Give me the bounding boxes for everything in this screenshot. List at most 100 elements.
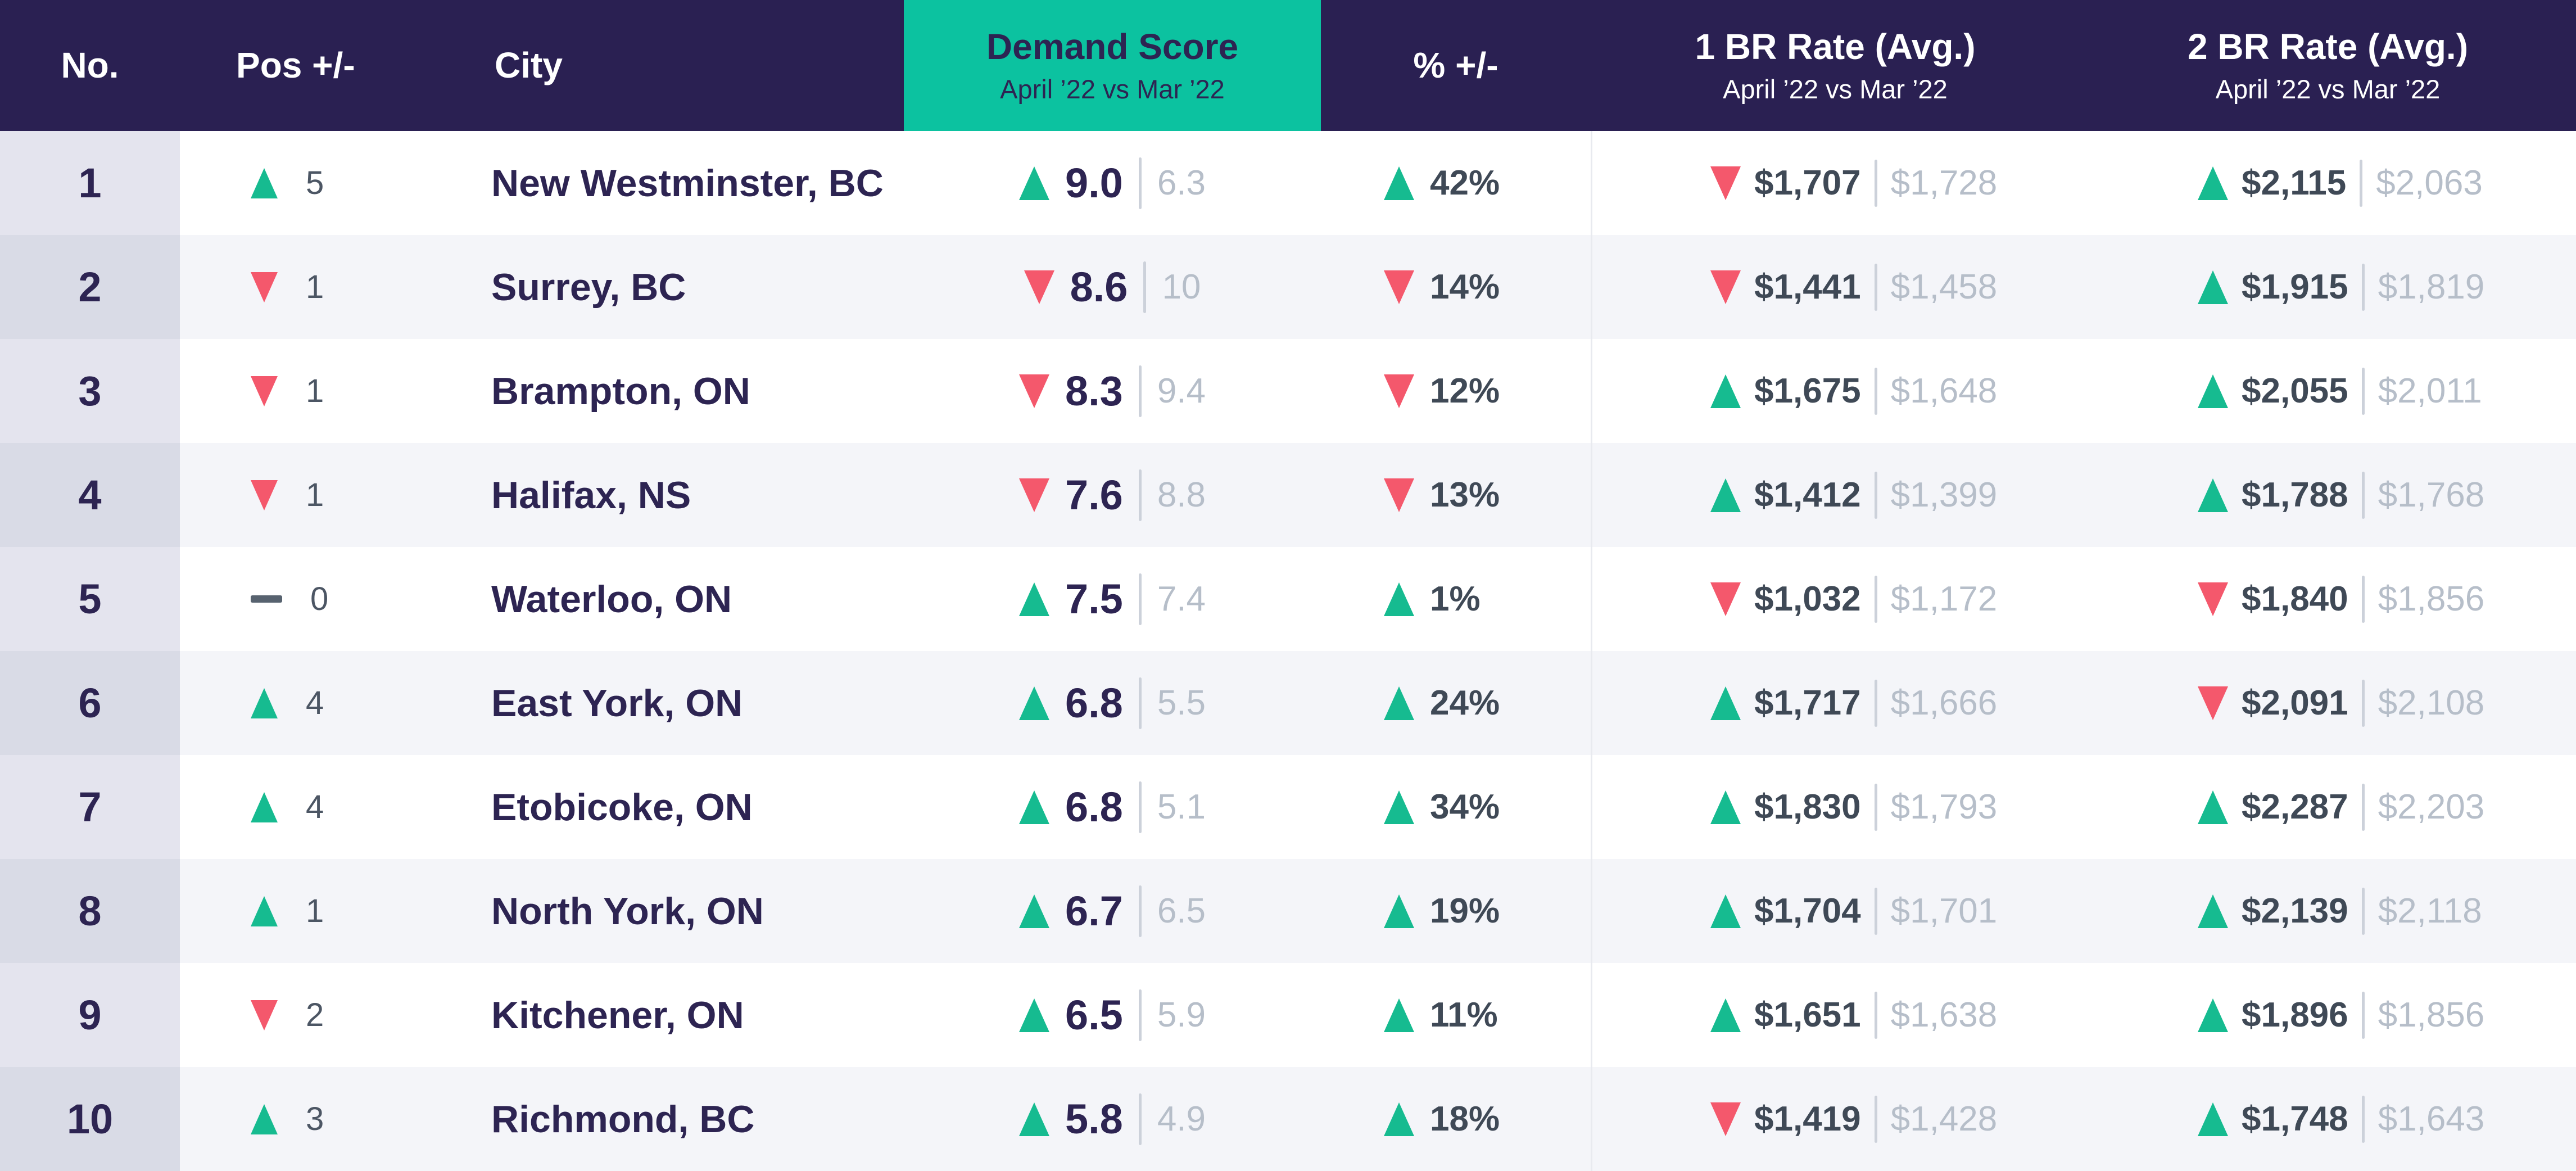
column-header-no: No. (0, 0, 180, 131)
pct-change-value: 42% (1430, 164, 1500, 202)
1br-rate-previous: $1,399 (1890, 476, 1998, 514)
rank-number: 5 (78, 576, 102, 622)
1br-change-icon (1710, 998, 1741, 1032)
city-name: East York, ON (491, 681, 743, 725)
2br-rate-previous: $2,203 (2378, 788, 2485, 826)
score-change-icon (1018, 790, 1049, 824)
demand-score-cell: 7.6 8.8 (904, 443, 1321, 547)
demand-score-cell: 6.7 6.5 (904, 859, 1321, 963)
pos-change-cell: 1 (180, 339, 489, 443)
column-header-label: No. (61, 44, 119, 85)
1br-rate-current: $1,651 (1754, 996, 1861, 1034)
1br-rate-cell: $1,419 $1,428 (1591, 1067, 2080, 1171)
pct-change-icon (1384, 582, 1414, 616)
column-header-city: City (489, 0, 904, 131)
pct-change-icon (1384, 478, 1414, 512)
pos-change-value: 1 (306, 373, 324, 409)
pos-change-value: 4 (306, 685, 324, 721)
city-name: North York, ON (491, 889, 764, 933)
pct-change-value: 12% (1430, 372, 1500, 410)
demand-score-current: 8.6 (1070, 264, 1128, 310)
pct-change-cell: 18% (1321, 1067, 1591, 1171)
demand-score-current: 6.8 (1065, 680, 1123, 726)
demand-score-cell: 8.3 9.4 (904, 339, 1321, 443)
1br-rate-previous: $1,728 (1890, 164, 1998, 202)
column-header-label: Pos +/- (236, 44, 355, 85)
pct-change-cell: 14% (1321, 235, 1591, 339)
demand-score-previous: 5.9 (1157, 996, 1206, 1034)
pct-change-value: 13% (1430, 476, 1500, 514)
1br-change-icon (1710, 374, 1741, 408)
demand-score-previous: 5.1 (1157, 788, 1206, 826)
2br-rate-current: $1,840 (2242, 580, 2348, 618)
rank-cell: 3 (0, 339, 180, 443)
rank-cell: 4 (0, 443, 180, 547)
city-name: Etobicoke, ON (491, 785, 753, 829)
rank-cell: 6 (0, 651, 180, 755)
pos-change-value: 5 (306, 165, 324, 201)
value-separator (1138, 989, 1142, 1041)
value-separator (1138, 677, 1142, 729)
city-name: New Westminster, BC (491, 161, 884, 205)
rank-cell: 5 (0, 547, 180, 651)
column-header-label: 1 BR Rate (Avg.) (1695, 26, 1976, 67)
2br-change-icon (2198, 894, 2228, 928)
pct-change-cell: 1% (1321, 547, 1591, 651)
score-change-icon (1018, 374, 1049, 408)
1br-rate-cell: $1,707 $1,728 (1591, 131, 2080, 235)
1br-change-icon (1710, 790, 1741, 824)
demand-score-current: 9.0 (1065, 160, 1123, 206)
score-change-icon (1018, 478, 1049, 512)
2br-rate-cell: $1,896 $1,856 (2080, 963, 2576, 1067)
2br-rate-current: $1,896 (2242, 996, 2348, 1034)
pct-change-cell: 24% (1321, 651, 1591, 755)
1br-rate-previous: $1,428 (1890, 1100, 1998, 1138)
table-row: 9 2 Kitchener, ON 6.5 5.9 11% $1,651 (0, 963, 2576, 1067)
2br-change-icon (2198, 998, 2228, 1032)
demand-score-current: 6.8 (1065, 784, 1123, 830)
city-cell: Brampton, ON (489, 339, 904, 443)
pos-change-icon (251, 792, 278, 822)
1br-rate-cell: $1,704 $1,701 (1591, 859, 2080, 963)
value-separator (1874, 887, 1877, 935)
city-cell: Halifax, NS (489, 443, 904, 547)
2br-rate-cell: $1,840 $1,856 (2080, 547, 2576, 651)
demand-score-previous: 7.4 (1157, 580, 1206, 618)
1br-rate-previous: $1,666 (1890, 684, 1998, 722)
demand-score-cell: 6.8 5.5 (904, 651, 1321, 755)
pos-change-cell: 1 (180, 443, 489, 547)
pos-change-value: 1 (306, 893, 324, 929)
2br-change-icon (2198, 1102, 2228, 1136)
city-cell: Kitchener, ON (489, 963, 904, 1067)
column-header-label: City (495, 44, 563, 85)
value-separator (1874, 159, 1877, 207)
demand-score-current: 8.3 (1065, 368, 1123, 414)
city-cell: Waterloo, ON (489, 547, 904, 651)
demand-score-current: 7.6 (1065, 472, 1123, 518)
value-separator (2361, 887, 2365, 935)
value-separator (2361, 471, 2365, 519)
demand-score-cell: 8.6 10 (904, 235, 1321, 339)
1br-change-icon (1710, 478, 1741, 512)
rank-number: 9 (78, 992, 102, 1038)
pct-change-icon (1384, 894, 1414, 928)
rank-number: 1 (78, 160, 102, 206)
city-cell: New Westminster, BC (489, 131, 904, 235)
pct-change-value: 14% (1430, 268, 1500, 306)
value-separator (2361, 367, 2365, 415)
demand-score-previous: 6.5 (1157, 892, 1206, 930)
demand-score-previous: 10 (1162, 268, 1201, 306)
2br-rate-previous: $1,643 (2378, 1100, 2485, 1138)
1br-rate-current: $1,032 (1754, 580, 1861, 618)
pct-change-cell: 19% (1321, 859, 1591, 963)
pct-change-icon (1384, 270, 1414, 304)
2br-rate-previous: $1,768 (2378, 476, 2485, 514)
1br-rate-cell: $1,830 $1,793 (1591, 755, 2080, 859)
score-change-icon (1024, 270, 1054, 304)
2br-change-icon (2198, 270, 2228, 304)
city-cell: Richmond, BC (489, 1067, 904, 1171)
rank-number: 7 (78, 784, 102, 830)
2br-change-icon (2198, 582, 2228, 616)
1br-rate-current: $1,830 (1754, 788, 1861, 826)
demand-score-cell: 6.8 5.1 (904, 755, 1321, 859)
